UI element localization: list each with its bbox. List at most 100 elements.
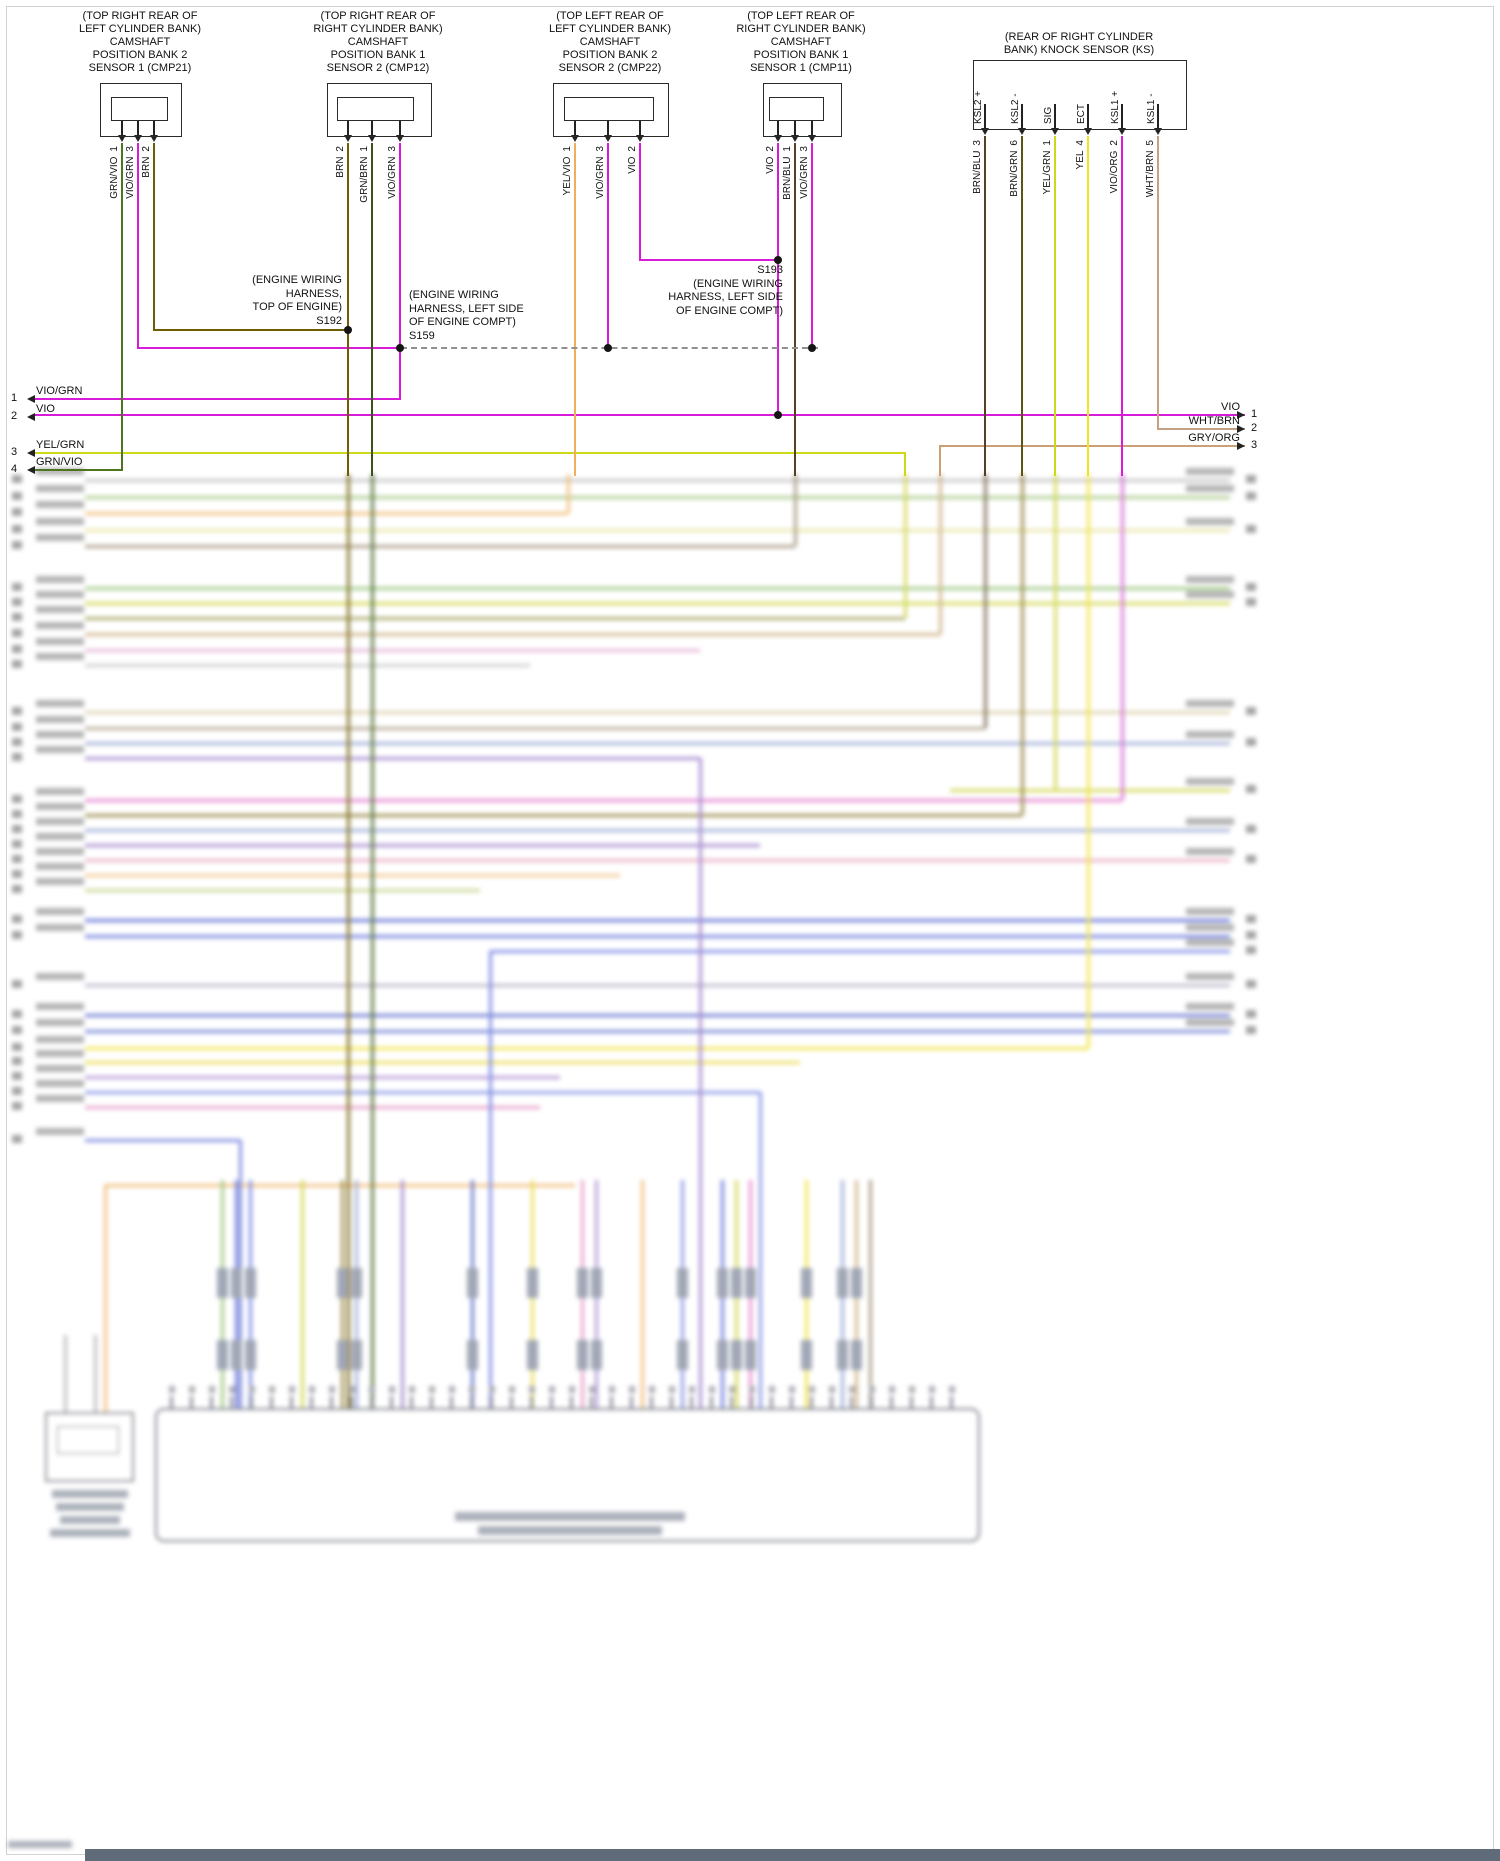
- blurred-wire: [105, 1184, 575, 1187]
- blurred-pin-number: [1246, 707, 1256, 715]
- blurred-inline-connector: [337, 1268, 348, 1298]
- pcm-pin: [450, 1396, 453, 1408]
- title-line: SENSOR 1 (CMP11): [750, 62, 852, 74]
- pin-arrow-icon: [636, 135, 644, 142]
- wire-label: GRN/BRN 1: [358, 146, 371, 210]
- title-line: POSITION BANK 1: [330, 49, 426, 61]
- blurred-wire: [85, 727, 985, 730]
- wire-segment: [1021, 136, 1023, 476]
- blurred-wire-label: [36, 908, 84, 915]
- pcm-pin: [490, 1396, 493, 1408]
- wire-segment: [121, 143, 123, 471]
- title-line: POSITION BANK 2: [562, 49, 658, 61]
- blurred-wire-label: [36, 878, 84, 885]
- blurred-wire: [85, 1030, 1230, 1033]
- pcm-pin: [190, 1396, 193, 1408]
- title-line: SENSOR 2 (CMP22): [558, 62, 662, 74]
- title-line: SENSOR 1 (CMP21): [88, 62, 192, 74]
- splice-text-line: (ENGINE WIRING: [252, 274, 342, 286]
- wire-label: GRN/VIO 1: [108, 146, 121, 210]
- wire-label: YEL/VIO 1: [561, 146, 574, 210]
- blurred-wire: [641, 1180, 644, 1408]
- blurred-pin-number: [12, 645, 22, 653]
- blurred-inline-connector: [245, 1340, 256, 1370]
- title-line: BANK) KNOCK SENSOR (KS): [1003, 44, 1155, 56]
- cmp22-connector-outline: [553, 83, 669, 137]
- wire-label: BRN 2: [334, 146, 347, 210]
- wire-segment: [153, 120, 155, 135]
- wire-segment: [137, 120, 139, 135]
- watermark-blurred: [8, 1841, 72, 1848]
- wire-color: VIO/GRN: [125, 156, 136, 199]
- pin-arrow-icon: [1118, 128, 1126, 135]
- right-wire-label: WHT/BRN: [1188, 415, 1240, 427]
- blurred-wire-label: [1186, 908, 1234, 915]
- blurred-wire: [85, 512, 568, 515]
- wire-segment: [794, 120, 796, 135]
- knock-sensor-title: (REAR OF RIGHT CYLINDER BANK) KNOCK SENS…: [969, 31, 1189, 57]
- blurred-wire-label: [1186, 1019, 1234, 1026]
- pin-arrow-icon: [808, 135, 816, 142]
- left-wire-label: GRN/VIO: [36, 456, 83, 468]
- blurred-pin-number: [429, 1386, 435, 1393]
- blurred-pin-number: [12, 613, 22, 621]
- blurred-wire-label: [1186, 485, 1234, 492]
- blurred-wire: [85, 529, 1230, 532]
- blurred-pin-number: [449, 1386, 455, 1393]
- wire-color: VIO/GRN: [387, 156, 398, 199]
- blurred-wire-label: [36, 1003, 84, 1010]
- blurred-inline-connector: [801, 1268, 812, 1298]
- blurred-wire-label: [1186, 848, 1234, 855]
- blurred-wire: [85, 919, 1230, 922]
- title-line: CAMSHAFT: [579, 36, 641, 48]
- left-pin-number: 1: [10, 392, 18, 404]
- blurred-wire: [567, 474, 570, 513]
- blurred-wire-label: [1186, 939, 1234, 946]
- pcm-pin: [670, 1396, 673, 1408]
- blurred-pin-number: [209, 1386, 215, 1393]
- blurred-wire: [85, 844, 760, 847]
- splice-dot: [604, 344, 612, 352]
- edge-arrow-icon: [1237, 442, 1245, 450]
- blurred-inline-connector: [351, 1268, 362, 1298]
- wire-label: BRN 2: [140, 146, 153, 210]
- blurred-pin-number: [929, 1386, 935, 1393]
- blurred-pin-number: [789, 1386, 795, 1393]
- splice-text-line: OF ENGINE COMPT): [409, 316, 516, 328]
- edge-arrow-icon: [27, 395, 35, 403]
- blurred-wire-label: [1186, 1003, 1234, 1010]
- wire-pin: 1: [1042, 140, 1053, 146]
- blurred-pin-number: [649, 1386, 655, 1393]
- blurred-wire: [1054, 474, 1057, 790]
- wire-color: YEL/GRN: [1042, 150, 1053, 195]
- blurred-wire-label: [36, 863, 84, 870]
- edge-arrow-icon: [27, 449, 35, 457]
- blurred-pin-number: [12, 1026, 22, 1034]
- wire-segment: [137, 143, 139, 349]
- wire-segment: [1021, 104, 1023, 128]
- blurred-inline-connector: [337, 1340, 348, 1370]
- wire-pin: 3: [387, 146, 398, 152]
- wire-segment: [371, 120, 373, 135]
- blurred-wire-label: [36, 622, 84, 629]
- title-line: (TOP LEFT REAR OF: [747, 10, 855, 22]
- title-line: LEFT CYLINDER BANK): [78, 23, 202, 35]
- cmp11-connector-outline: [763, 83, 842, 137]
- wire-segment: [35, 452, 906, 454]
- wire-pin: 3: [972, 140, 983, 146]
- blurred-inline-connector: [745, 1268, 756, 1298]
- blurred-inline-connector: [577, 1340, 588, 1370]
- left-wire-label: VIO/GRN: [36, 385, 83, 397]
- blurred-pin-number: [1246, 475, 1256, 483]
- blurred-pin-number: [769, 1386, 775, 1393]
- blurred-pin-number: [389, 1386, 395, 1393]
- blurred-pin-number: [12, 980, 22, 988]
- wire-pin: 6: [1009, 140, 1020, 146]
- blurred-inline-connector: [677, 1340, 688, 1370]
- blurred-pin-number: [469, 1386, 475, 1393]
- blurred-wire: [347, 474, 350, 1408]
- blurred-wire: [301, 1180, 304, 1408]
- blurred-wire: [94, 1335, 97, 1412]
- blurred-wire: [85, 874, 620, 877]
- pcm-pin: [630, 1396, 633, 1408]
